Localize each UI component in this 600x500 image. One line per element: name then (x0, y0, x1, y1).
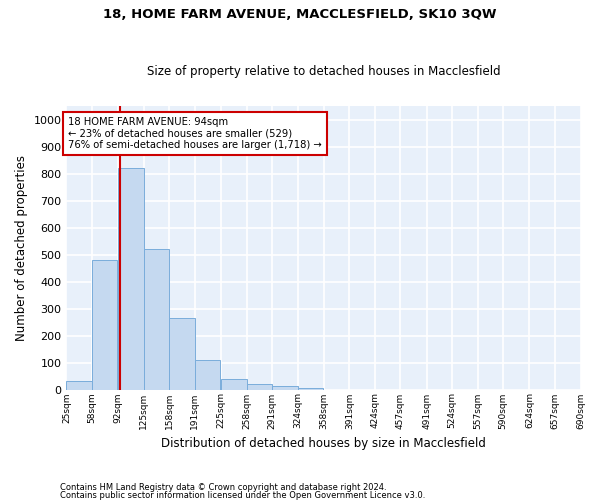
Bar (118, 168, 144, 390)
Bar (92, 260, 118, 390)
Bar (169, 318, 195, 390)
Y-axis label: Number of detached properties: Number of detached properties (15, 155, 28, 341)
Bar (247, 384, 272, 390)
X-axis label: Distribution of detached houses by size in Macclesfield: Distribution of detached houses by size … (161, 437, 486, 450)
Bar (144, 249, 169, 390)
Bar (221, 380, 247, 390)
Text: 18, HOME FARM AVENUE, MACCLESFIELD, SK10 3QW: 18, HOME FARM AVENUE, MACCLESFIELD, SK10… (103, 8, 497, 20)
Bar (298, 388, 323, 390)
Text: 18 HOME FARM AVENUE: 94sqm
← 23% of detached houses are smaller (529)
76% of sem: 18 HOME FARM AVENUE: 94sqm ← 23% of deta… (68, 117, 322, 150)
Text: Contains HM Land Registry data © Crown copyright and database right 2024.: Contains HM Land Registry data © Crown c… (60, 484, 386, 492)
Bar (272, 386, 298, 390)
Text: Contains public sector information licensed under the Open Government Licence v3: Contains public sector information licen… (60, 490, 425, 500)
Bar (67, 382, 92, 390)
Title: Size of property relative to detached houses in Macclesfield: Size of property relative to detached ho… (146, 66, 500, 78)
Bar (195, 360, 220, 390)
